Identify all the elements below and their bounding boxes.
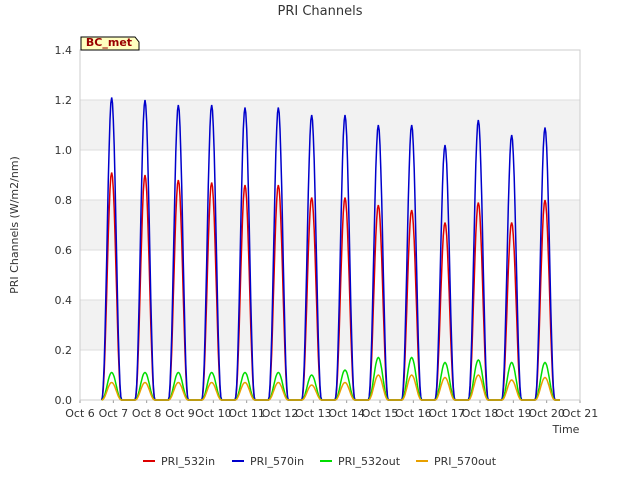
legend-label: PRI_532in [161,455,215,468]
legend-item-PRI_570out: PRI_570out [416,455,497,468]
y-tick-label: 1.4 [55,44,73,57]
y-tick-label: 1.2 [55,94,73,107]
plot-band [80,200,580,250]
x-tick-label: Oct 11 [228,407,265,420]
legend: PRI_532in PRI_570in PRI_532out PRI_570out [143,455,497,468]
legend-label: PRI_570in [250,455,304,468]
x-tick-label: Oct 19 [495,407,532,420]
x-tick-label: Oct 18 [462,407,499,420]
y-tick-label: 0.6 [55,244,73,257]
legend-label: PRI_532out [338,455,401,468]
legend-item-PRI_532in: PRI_532in [143,455,215,468]
y-tick-label: 0.8 [55,194,73,207]
annotation-label: BC_met [86,36,132,49]
x-tick-label: Oct 17 [428,407,465,420]
x-tick-label: Oct 10 [195,407,232,420]
x-tick-label: Oct 16 [395,407,432,420]
x-tick-label: Oct 14 [328,407,365,420]
x-tick-label: Oct 12 [262,407,299,420]
legend-item-PRI_570in: PRI_570in [232,455,304,468]
plot-band [80,50,580,100]
plot-band [80,300,580,350]
x-axis-label: Time [552,423,580,436]
x-tick-label: Oct 13 [295,407,332,420]
legend-label: PRI_570out [434,455,497,468]
x-tick-label: Oct 15 [362,407,399,420]
x-tick-label: Oct 6 [65,407,95,420]
y-tick-label: 1.0 [55,144,73,157]
plot-band [80,250,580,300]
plot-band [80,350,580,400]
y-tick-labels: 0.0 0.2 0.4 0.6 0.8 1.0 1.2 1.4 [55,44,73,407]
x-tick-label: Oct 20 [528,407,565,420]
x-tick-label: Oct 8 [132,407,162,420]
plot-band [80,100,580,150]
series-layer [100,97,560,401]
y-tick-label: 0.2 [55,344,73,357]
plot-band [80,150,580,200]
x-tick-label: Oct 7 [99,407,129,420]
y-axis-label: PRI Channels (W/m2/nm) [8,156,21,294]
chart-title: PRI Channels [278,4,363,19]
x-tick-label: Oct 21 [562,407,599,420]
annotation-box: BC_met [80,36,140,51]
y-tick-label: 0.0 [55,394,73,407]
plot-background [80,50,580,400]
series-line-PRI_570out [101,374,560,401]
y-tick-label: 0.4 [55,294,73,307]
x-tick-label: Oct 9 [165,407,195,420]
legend-item-PRI_532out: PRI_532out [320,455,401,468]
